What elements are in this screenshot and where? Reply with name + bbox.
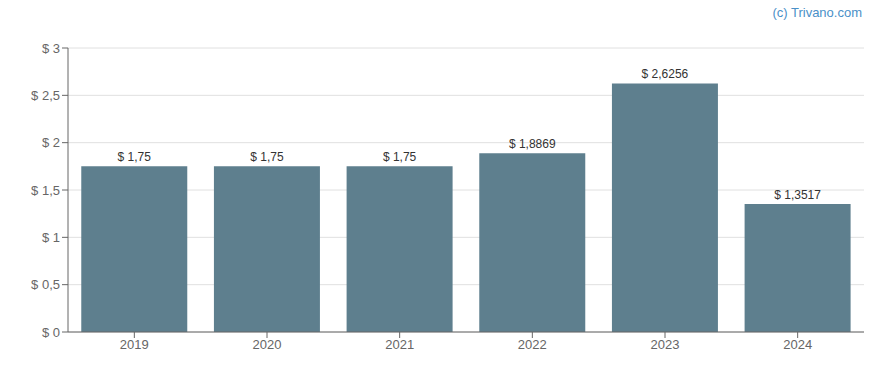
svg-text:$ 1,75: $ 1,75	[383, 150, 417, 164]
svg-text:$ 1,5: $ 1,5	[31, 183, 60, 198]
svg-text:$ 2,6256: $ 2,6256	[642, 67, 689, 81]
svg-text:$ 2,5: $ 2,5	[31, 88, 60, 103]
html-text:(c) Trivano.com: (c) Trivano.com	[772, 5, 862, 20]
svg-text:$ 2: $ 2	[42, 135, 60, 150]
svg-text:$ 1,8869: $ 1,8869	[509, 137, 556, 151]
svg-text:$ 1,3517: $ 1,3517	[774, 188, 821, 202]
svg-text:2022: 2022	[518, 337, 547, 352]
svg-text:$ 3: $ 3	[42, 41, 60, 56]
svg-text:2021: 2021	[385, 337, 414, 352]
svg-text:$ 0: $ 0	[42, 325, 60, 340]
svg-text:2020: 2020	[253, 337, 282, 352]
svg-text:$ 1: $ 1	[42, 230, 60, 245]
svg-text:$ 0,5: $ 0,5	[31, 277, 60, 292]
svg-text:$ 1,75: $ 1,75	[118, 150, 152, 164]
svg-text:2023: 2023	[651, 337, 680, 352]
svg-text:2019: 2019	[120, 337, 149, 352]
svg-text:2024: 2024	[783, 337, 812, 352]
svg-text:$ 1,75: $ 1,75	[250, 150, 284, 164]
